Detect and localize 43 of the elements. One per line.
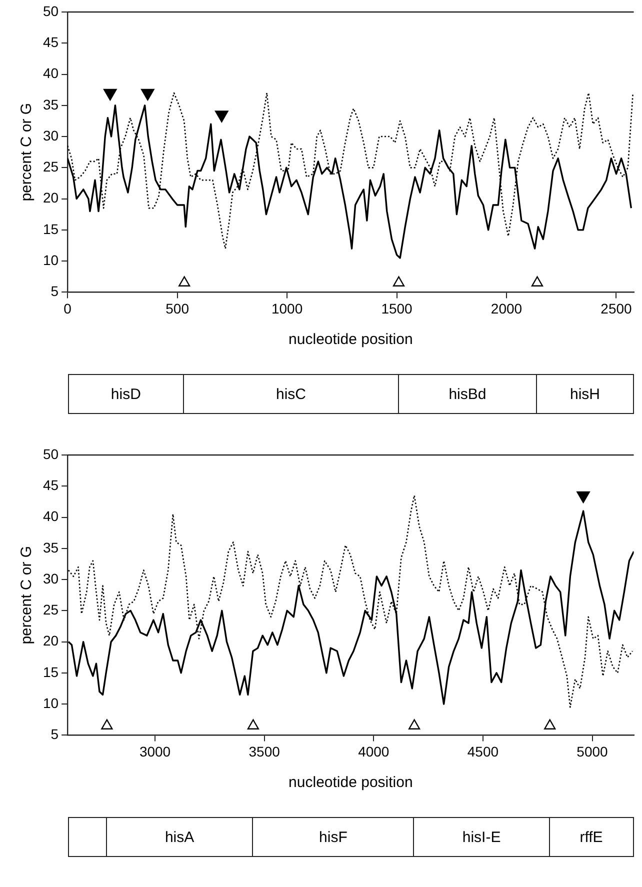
y-tick-label: 40 (42, 508, 59, 524)
y-tick-label: 20 (42, 190, 59, 206)
x-tick-label: 0 (64, 300, 72, 316)
y-tick-label: 30 (42, 127, 59, 144)
x-tick-label: 5000 (576, 743, 608, 760)
x-axis-title: nucleotide position (288, 331, 413, 348)
y-tick-label: 15 (42, 220, 59, 237)
x-tick-label: 1000 (271, 300, 303, 316)
y-tick-label: 50 (42, 2, 59, 19)
point (141, 88, 154, 101)
point (214, 110, 228, 122)
y-tick-label: 5 (50, 283, 59, 300)
x-tick-label: 1500 (381, 300, 413, 316)
point (178, 276, 190, 286)
y-tick-label: 35 (42, 539, 59, 556)
x-tick-label: 3000 (139, 743, 171, 760)
y-tick-label: 35 (42, 96, 59, 112)
point (531, 276, 544, 286)
y-tick-label: 45 (42, 34, 59, 50)
y-tick-label: 15 (42, 664, 59, 680)
x-tick-label: 4000 (358, 743, 390, 760)
x-tick-label: 500 (166, 300, 190, 316)
point (103, 88, 117, 101)
y-tick-label: 25 (42, 602, 59, 618)
y-tick-label: 30 (42, 570, 59, 586)
y-tick-label: 50 (42, 446, 59, 462)
x-axis-title: nucleotide position (288, 774, 413, 792)
y-tick-label: 10 (42, 694, 59, 711)
x-tick-label: 2000 (490, 300, 522, 316)
y-tick-label: 25 (42, 158, 59, 175)
y-axis-title: percent C or G (18, 546, 36, 644)
y-tick-label: 20 (42, 632, 59, 649)
x-tick-label: 2500 (600, 300, 632, 316)
y-axis-title: percent C or G (18, 102, 36, 202)
y-tick-label: 10 (42, 252, 59, 268)
y-tick-label: 40 (42, 65, 59, 82)
x-tick-label: 4500 (467, 743, 499, 760)
point (392, 276, 405, 286)
x-tick-label: 3500 (248, 743, 280, 760)
y-tick-label: 5 (50, 726, 59, 742)
gene-map: hisD hisC hisBd hisH (68, 374, 634, 414)
gene-map: hisA hisF hisI-E rffE (68, 817, 634, 858)
y-tick-label: 45 (42, 476, 59, 493)
